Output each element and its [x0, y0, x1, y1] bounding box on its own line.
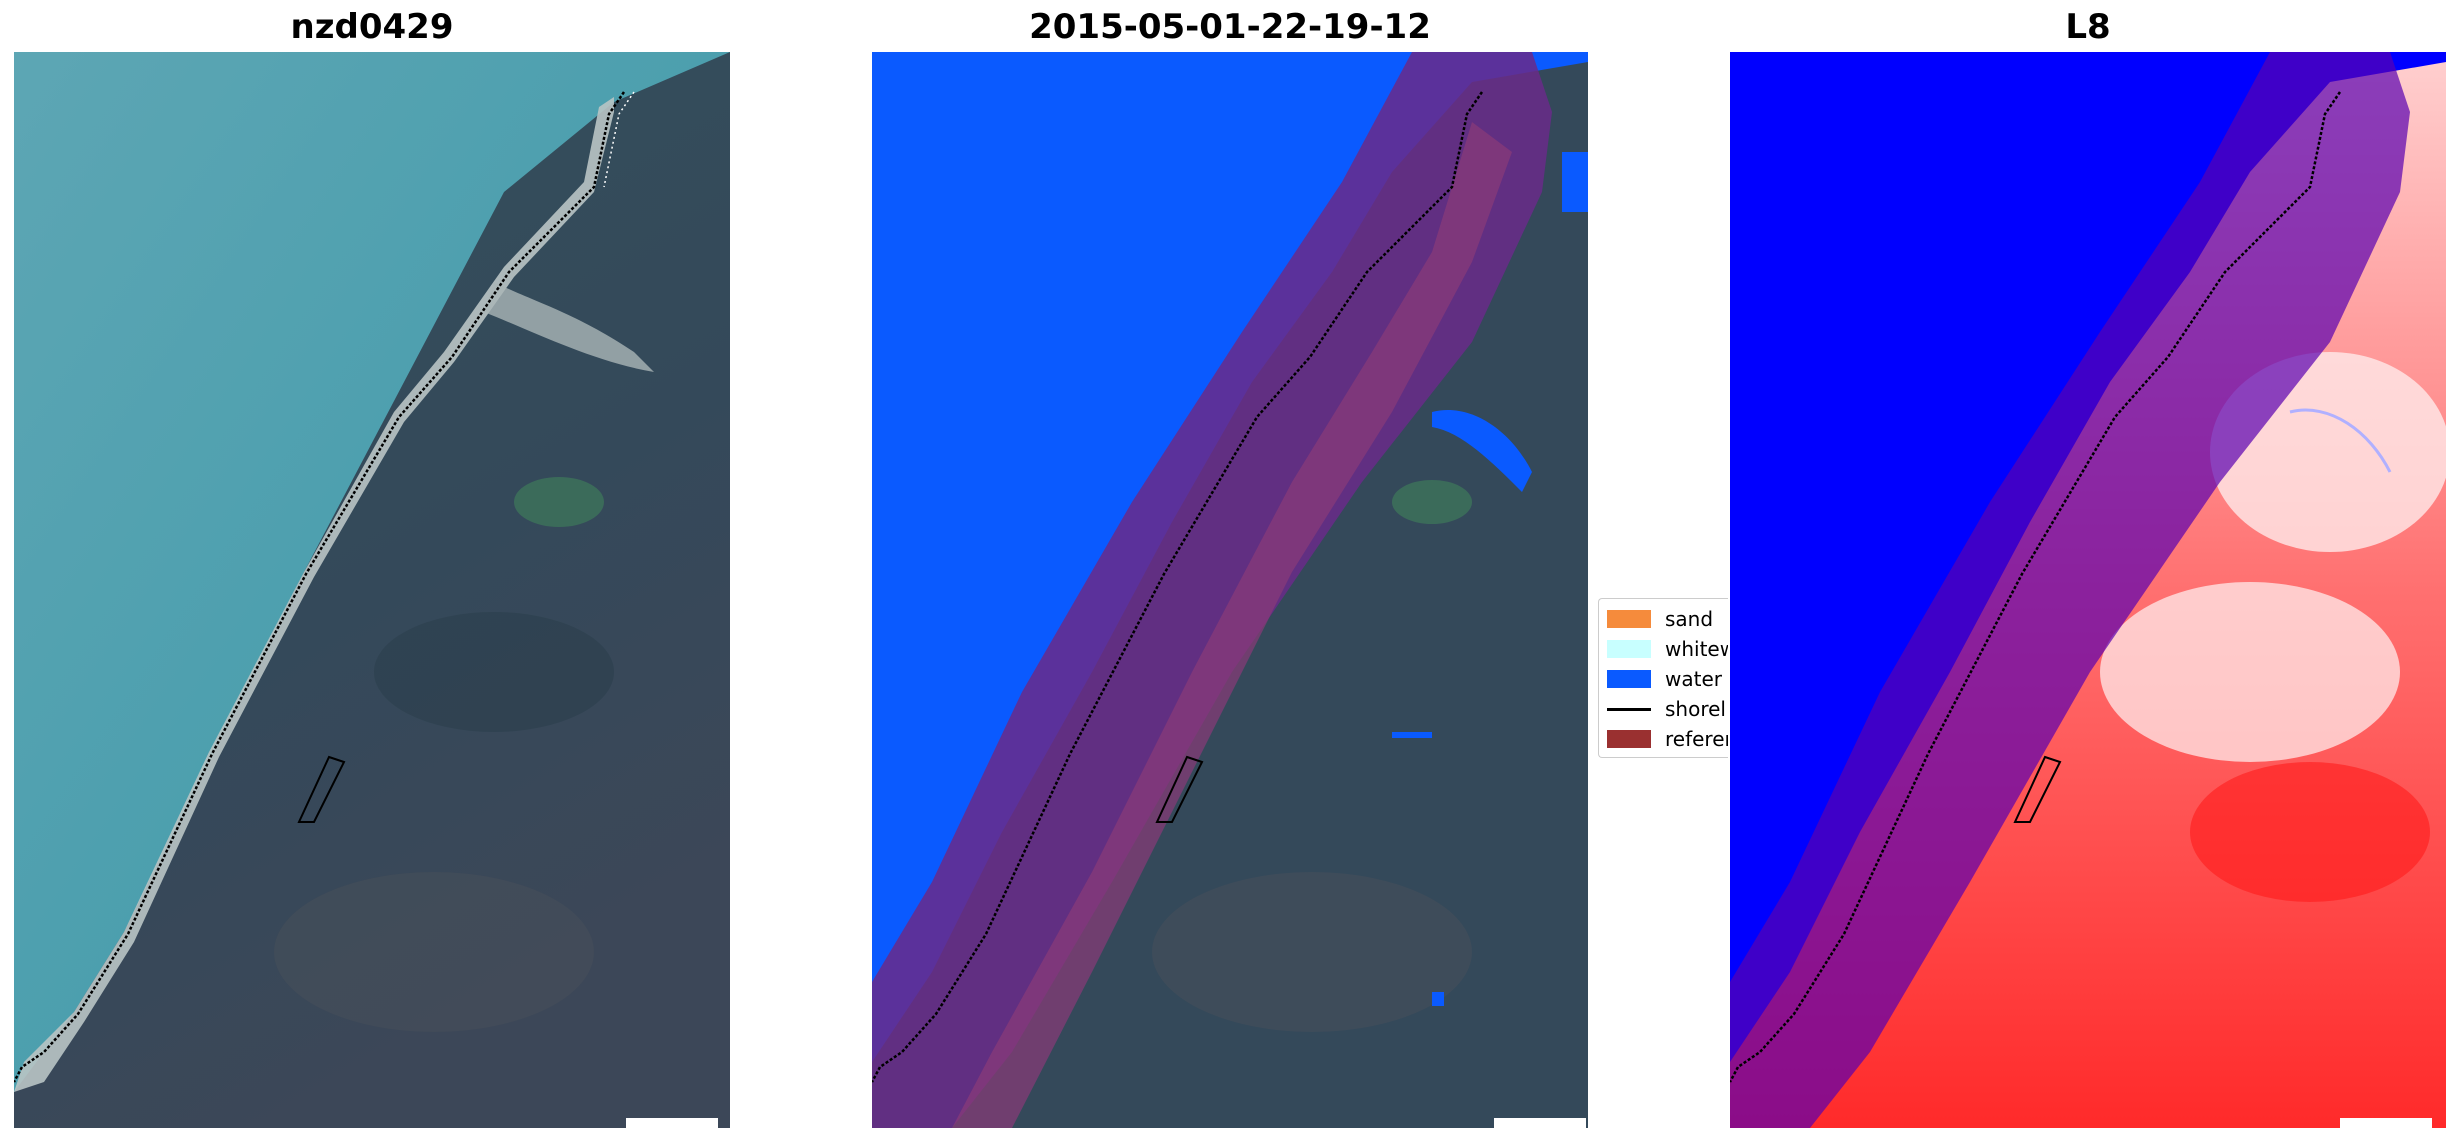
reference-buffer [872, 52, 1552, 1128]
water-class [872, 52, 1588, 1062]
legend-item-reference: referen [1607, 727, 1728, 751]
rgb-satellite-image [14, 52, 730, 1128]
shoreline-overlay [1730, 91, 2342, 1083]
legend-item-shoreline: shorel [1607, 697, 1726, 721]
reference-buffer [1730, 52, 2410, 1128]
panel-title-index: L8 [2065, 7, 2111, 47]
legend-swatch [1607, 610, 1651, 628]
legend-swatch [1607, 640, 1651, 658]
beach-strip [14, 97, 614, 1092]
index-image [1730, 52, 2446, 1128]
lagoon-outline [297, 755, 346, 823]
river-mouth [484, 282, 654, 372]
scale-bar [626, 1118, 718, 1128]
shoreline-overlay [14, 91, 626, 1083]
legend-item-water: water [1607, 667, 1722, 691]
panel-title-classified: 2015-05-01-22-19-12 [1029, 7, 1431, 47]
water-class-river [1432, 410, 1532, 492]
legend-line [1607, 707, 1651, 711]
legend-swatch [1607, 730, 1651, 748]
legend-swatch [1607, 670, 1651, 688]
classified-image [872, 52, 1588, 1128]
panel-title-rgb: nzd0429 [290, 7, 454, 47]
shoreline-overlay [872, 91, 1484, 1083]
wet-field [514, 477, 604, 527]
legend-item-sand: sand [1607, 607, 1713, 631]
water-index [1730, 52, 2446, 1062]
